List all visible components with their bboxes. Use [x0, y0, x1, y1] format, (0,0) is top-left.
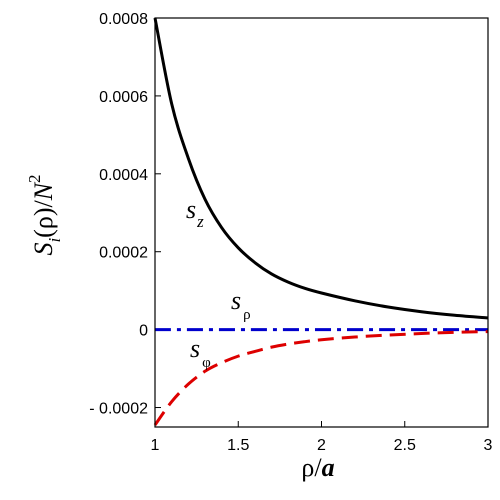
y-tick-label: 0.0002	[99, 245, 148, 262]
series-label-sz: sz	[186, 195, 204, 231]
x-tick-label: 2	[317, 437, 326, 454]
x-tick-label: 3	[484, 437, 493, 454]
y-tick-label: - 0.0002	[89, 401, 148, 418]
series-line-2	[153, 330, 489, 426]
y-axis-title: Si(ρ)/N2	[25, 174, 64, 255]
x-tick-label: 1.5	[227, 437, 249, 454]
plot-frame	[154, 17, 489, 428]
series-line-0	[153, 17, 489, 320]
y-tick-label: 0.0006	[99, 89, 148, 106]
y-tick-label: 0.0008	[99, 11, 148, 28]
y-tick-label: 0.0004	[99, 167, 148, 184]
y-tick-label: 0	[139, 323, 148, 340]
x-axis-title: ρ/a	[301, 453, 334, 482]
series-layer	[153, 17, 489, 426]
ticks-layer: 1 1.5 2 2.5 3 - 0.0002 0 0.0002 0.0004 0.0006 0.00…	[89, 11, 492, 454]
x-tick-label: 1	[151, 437, 160, 454]
x-tick-label: 2.5	[394, 437, 416, 454]
